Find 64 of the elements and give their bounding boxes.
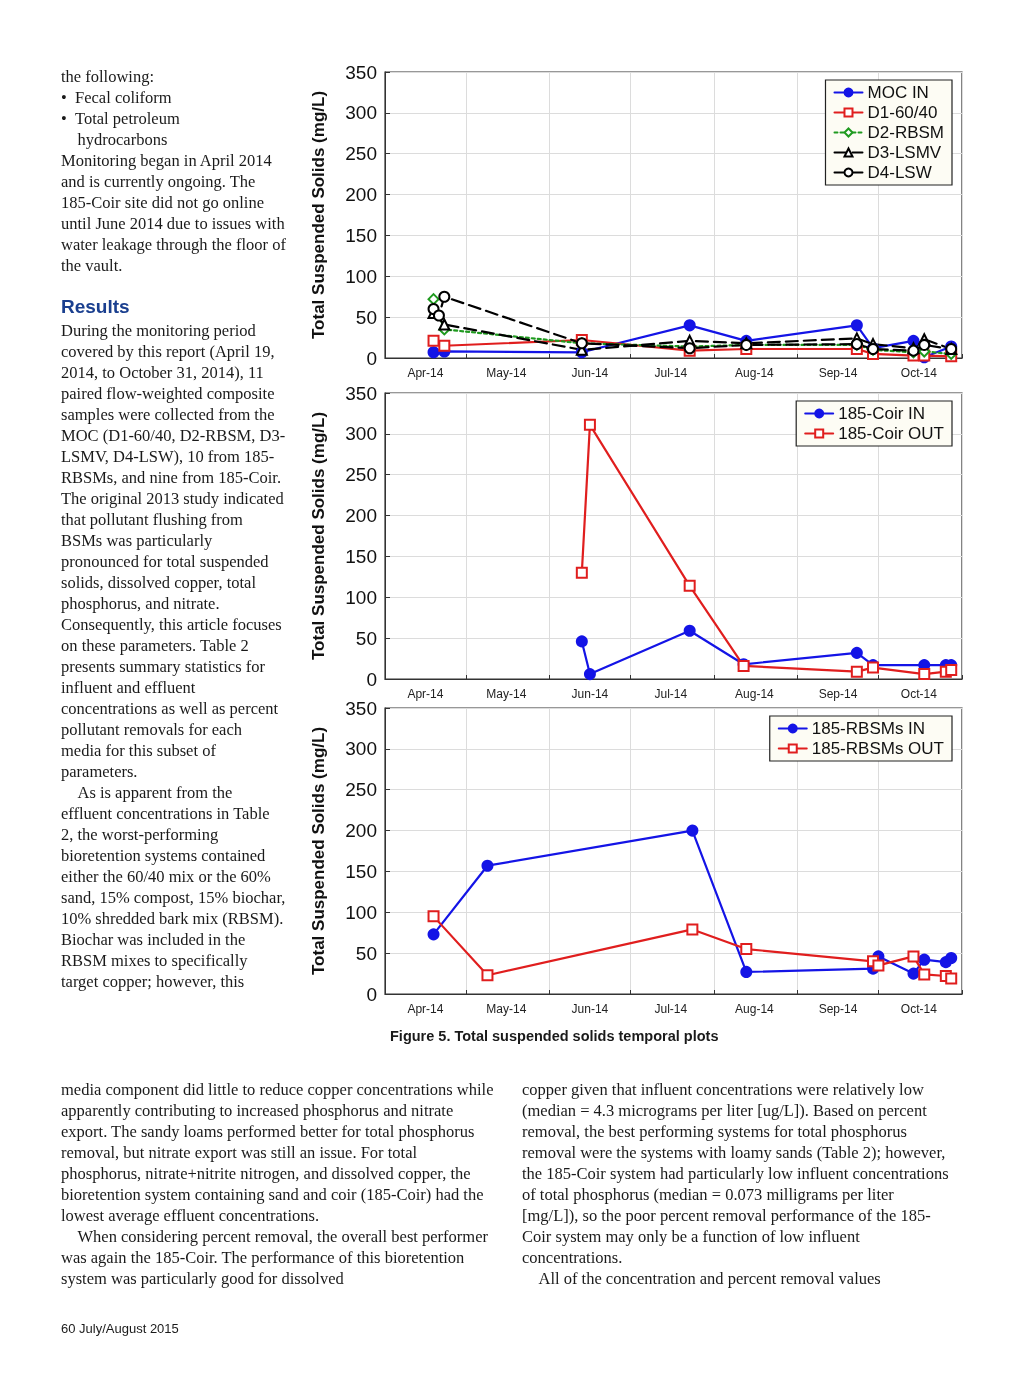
legend-label: MOC IN [867,83,929,102]
y-axis-title: Total Suspended Solids (mg/L) [309,411,328,661]
text: the following: • Fecal coliform • Total petroleum hydrocarbons Monitoring began in April 2014 and is currently ongoing. The 185-Coir site did not go online until June 2014 due to issues with water leakage through the floor of the vault. [61,67,286,275]
y-tick-label: 150 [345,545,377,567]
y-tick-label: 250 [345,779,377,801]
x-tick-label: Jun-14 [571,366,609,380]
y-tick-label: 100 [345,265,377,287]
y-tick-label: 100 [345,901,377,923]
x-tick-label: Oct-14 [900,366,938,380]
x-tick-label: Sep-14 [818,1002,858,1016]
y-axis-title: Total Suspended Solids (mg/L) [309,90,328,340]
y-tick-label: 50 [355,942,377,964]
caption: Figure 5. Total suspended solids temporal plots [390,1027,720,1046]
x-tick-label: May-14 [486,687,527,701]
y-tick-label: 200 [345,505,377,527]
y-tick-label: 250 [345,464,377,486]
y-tick-label: 50 [355,306,377,328]
legend-label: D4-LSW [867,163,932,182]
legend-label: 185-RBSMs OUT [811,739,944,758]
legend-label: D2-RBSM [867,123,945,142]
y-axis-title: Total Suspended Solids (mg/L) [309,726,328,976]
x-tick-label: Sep-14 [818,366,858,380]
x-tick-label: Sep-14 [818,687,858,701]
y-tick-label: 300 [345,738,377,760]
text: 60 July/August 2015 [61,1320,180,1338]
legend-label: 185-RBSMs IN [811,719,926,738]
y-tick-label: 300 [345,423,377,445]
text: During the monitoring period covered by this report (April 19, 2014, to October 31, 2014), 11 paired flow-weighted composite samples were collected from the MOC (D1-60/40, D2-RBSM, D3-LSMV, D4-LSW), 10 from 185-RBSMs, and nine from 185-Coir. The original 2013 study indicated that pollutant flushing from BSMs was particularly pronounced for total suspended solids, dissolved copper, total phosphorus, and nitrate. Consequently, this article focuses on these parameters. Table 2 presents summary statistics for influent and effluent concentrations as well as percent pollutant removals for each media for this subset of parameters. As is apparent from the effluent concentrations in Table 2, the worst-performing bioretention systems contained either the 60/40 mix or the 60% sand, 15% compost, 15% biochar, 10% shredded bark mix (RBSM). Biochar was included in the RBSM mixes to specifically target copper; however, this [61,321,286,991]
y-tick-label: 300 [345,102,377,124]
y-tick-label: 150 [345,224,377,246]
x-tick-label: May-14 [486,366,527,380]
x-tick-label: Jul-14 [654,1002,688,1016]
legend-label: 185-Coir OUT [838,424,945,443]
y-tick-label: 350 [345,382,377,404]
x-tick-label: Aug-14 [735,687,775,701]
x-tick-label: Jul-14 [654,366,688,380]
y-tick-label: 350 [345,61,377,83]
y-tick-label: 100 [345,586,377,608]
y-tick-label: 350 [345,697,377,719]
x-tick-label: Oct-14 [900,687,938,701]
x-tick-label: Jul-14 [654,687,688,701]
x-tick-label: Aug-14 [735,1002,775,1016]
text: copper given that influent concentrations were relatively low (median = 4.3 micrograms per liter [ug/L]). Based on percent removal, the best performing systems for total phosphorus removal were the systems with loamy sands (Table 2); however, the 185-Coir system had particularly low influent concentrations of total phosphorus (median = 0.073 milligrams per liter [mg/L]), so the poor percent removal performance of the 185-Coir system may only be a function of low influent concentrations. All of the concentration and percent removal values [522,1080,949,1288]
y-tick-label: 0 [366,347,377,369]
x-tick-label: May-14 [486,1002,527,1016]
x-tick-label: Jun-14 [571,687,609,701]
y-tick-label: 0 [366,668,377,690]
legend-label: D3-LSMV [867,143,942,162]
y-tick-label: 250 [345,143,377,165]
legend-label: 185-Coir IN [838,404,926,423]
legend-label: D1-60/40 [867,103,938,122]
y-tick-label: 50 [355,627,377,649]
x-tick-label: Apr-14 [407,366,444,380]
y-tick-label: 0 [366,983,377,1005]
x-tick-label: Apr-14 [407,1002,444,1016]
y-tick-label: 200 [345,820,377,842]
y-tick-label: 150 [345,860,377,882]
x-tick-label: Oct-14 [900,1002,938,1016]
text: Results [61,296,131,317]
text: media component did little to reduce copper concentrations while apparently contributing to increased phosphorus and nitrate export. The sandy loams performed better for total phosphorus removal, but nitrate export was still an issue. For total phosphorus, nitrate+nitrite nitrogen, and dissolved copper, the bioretention system containing sand and coir (185-Coir) had the lowest average effluent concentrations. When considering percent removal, the overall best performer was again the 185-Coir. The performance of this bioretention system was particularly good for dissolved [61,1080,494,1288]
y-tick-label: 200 [345,184,377,206]
x-tick-label: Aug-14 [735,366,775,380]
x-tick-label: Apr-14 [407,687,444,701]
x-tick-label: Jun-14 [571,1002,609,1016]
